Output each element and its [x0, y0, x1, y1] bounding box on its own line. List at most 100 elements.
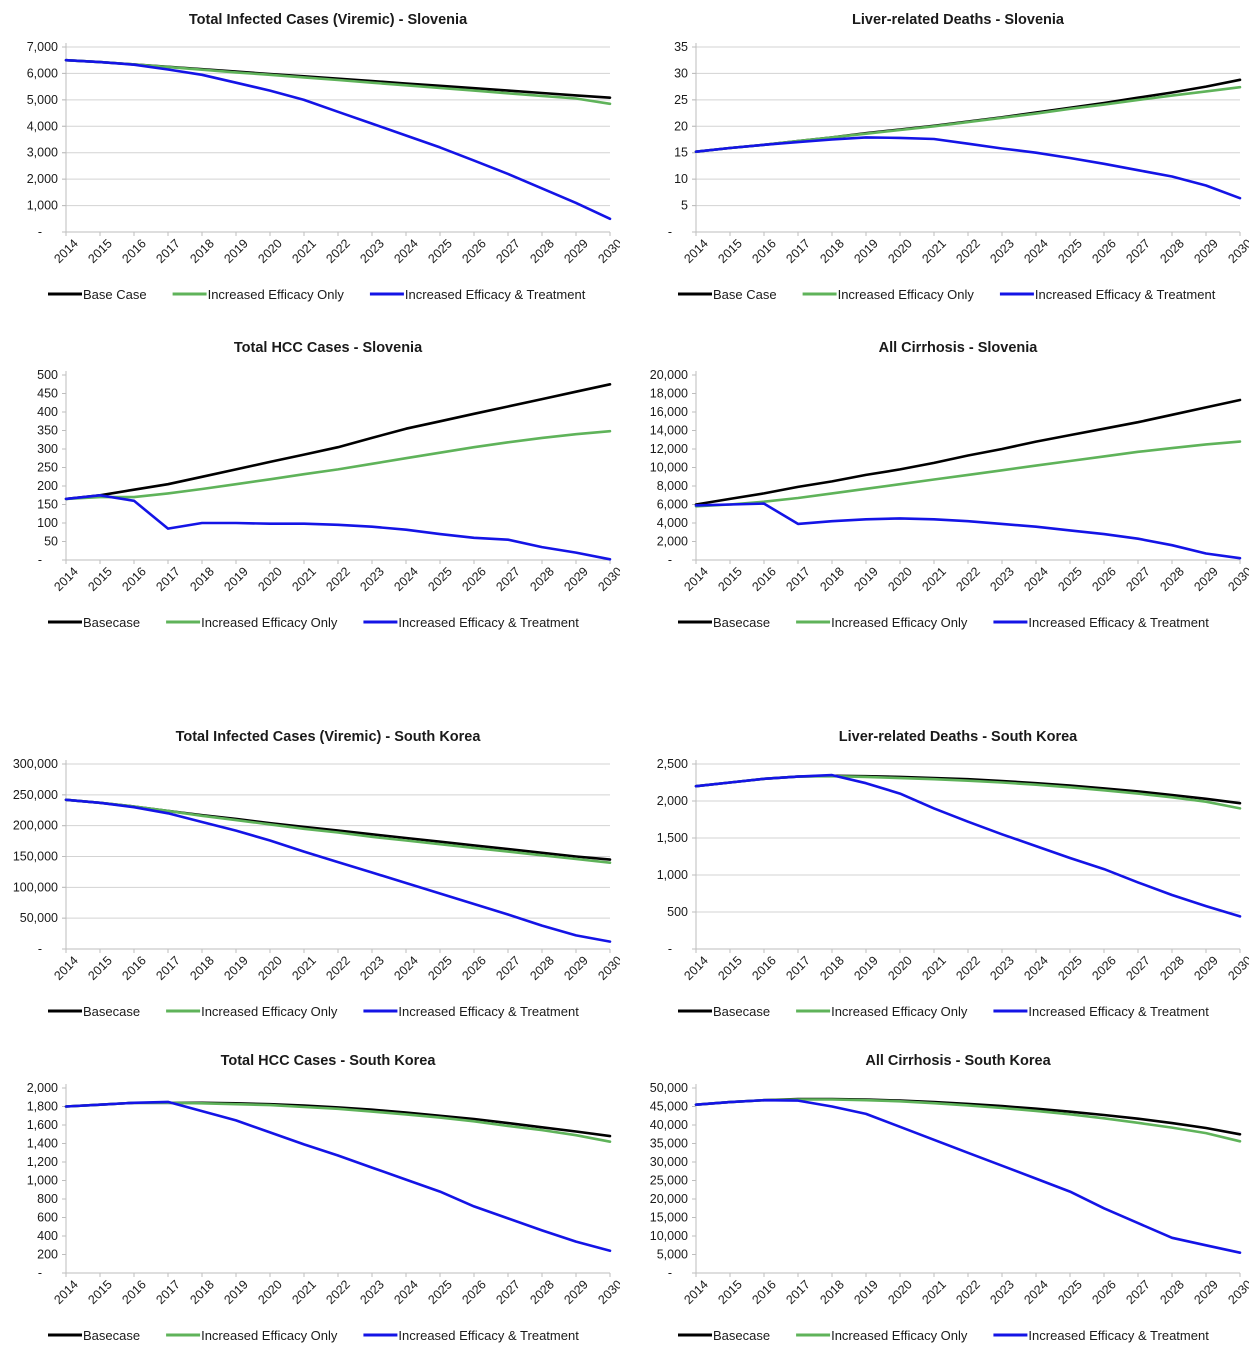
y-tick-label: 15	[674, 146, 688, 160]
x-tick-label: 2023	[357, 1277, 387, 1307]
x-tick-label: 2020	[885, 236, 915, 266]
y-tick-label: 20,000	[650, 368, 688, 382]
legend-label: Basecase	[713, 1004, 770, 1019]
y-tick-label: 1,000	[27, 199, 58, 213]
x-tick-label: 2029	[561, 236, 591, 266]
y-tick-label: 25,000	[650, 1174, 688, 1188]
x-tick-label: 2015	[85, 564, 115, 594]
chart-svg: All Cirrhosis - Slovenia - 2,000 4,000 6,000…	[650, 340, 1249, 630]
x-tick-label: 2018	[187, 953, 217, 983]
y-tick-label: 2,000	[657, 794, 688, 808]
x-tick-label: 2027	[493, 564, 523, 594]
x-tick-label: 2018	[817, 1277, 847, 1307]
series-line-increased-efficacy-and-treatment	[694, 136, 1242, 200]
x-tick-label: 2029	[1191, 1277, 1221, 1307]
x-tick-label: 2021	[289, 564, 319, 594]
legend-label: Increased Efficacy & Treatment	[405, 287, 586, 302]
x-tick-label: 2019	[851, 236, 881, 266]
y-tick-label: 500	[667, 905, 688, 919]
legend-label: Increased Efficacy Only	[831, 1004, 968, 1019]
x-tick-label: 2018	[187, 564, 217, 594]
x-tick-label: 2014	[51, 1277, 81, 1307]
x-tick-label: 2016	[749, 953, 779, 983]
y-tick-label: 5,000	[657, 1248, 688, 1262]
legend-label: Increased Efficacy Only	[208, 287, 345, 302]
y-tick-label: -	[668, 553, 672, 567]
legend-label: Increased Efficacy Only	[201, 1004, 338, 1019]
series-line-base-case	[694, 78, 1242, 153]
x-tick-label: 2030	[595, 564, 620, 594]
y-tick-label: 500	[37, 368, 58, 382]
x-tick-label: 2020	[885, 564, 915, 594]
y-tick-label: 25	[674, 93, 688, 107]
chart-infected-slovenia: Total Infected Cases (Viremic) - Sloveni…	[0, 5, 620, 325]
x-tick-label: 2018	[817, 953, 847, 983]
x-tick-label: 2020	[255, 564, 285, 594]
x-tick-label: 2026	[1089, 564, 1119, 594]
legend-label: Increased Efficacy Only	[831, 615, 968, 630]
y-tick-label: 600	[37, 1211, 58, 1225]
y-tick-label: 300	[37, 442, 58, 456]
x-tick-label: 2016	[749, 564, 779, 594]
x-tick-label: 2018	[817, 236, 847, 266]
chart-title: Liver-related Deaths - Slovenia	[852, 12, 1065, 28]
y-tick-label: 1,200	[27, 1155, 58, 1169]
series-line-increased-efficacy-and-treatment	[694, 1098, 1242, 1254]
legend-label: Increased Efficacy Only	[201, 1328, 338, 1343]
y-tick-label: -	[38, 942, 42, 956]
x-tick-label: 2026	[459, 1277, 489, 1307]
y-tick-label: 35,000	[650, 1137, 688, 1151]
x-tick-label: 2029	[561, 1277, 591, 1307]
y-tick-label: 350	[37, 424, 58, 438]
legend-label: Basecase	[83, 1004, 140, 1019]
chart-title: Total Infected Cases (Viremic) - Sloveni…	[189, 12, 468, 28]
y-tick-label: -	[38, 1266, 42, 1280]
series-line-increased-efficacy-and-treatment	[64, 494, 612, 561]
x-tick-label: 2029	[1191, 236, 1221, 266]
x-tick-label: 2016	[119, 236, 149, 266]
y-tick-label: -	[38, 225, 42, 239]
x-tick-label: 2024	[391, 1277, 421, 1307]
y-tick-label: 3,000	[27, 146, 58, 160]
chart-infected-south-korea: Total Infected Cases (Viremic) - South K…	[0, 722, 620, 1042]
x-tick-label: 2028	[527, 236, 557, 266]
y-tick-label: 450	[37, 387, 58, 401]
legend-label: Basecase	[83, 615, 140, 630]
x-tick-label: 2021	[289, 1277, 319, 1307]
x-tick-label: 2015	[715, 564, 745, 594]
y-tick-label: 1,600	[27, 1118, 58, 1132]
x-tick-label: 2028	[527, 953, 557, 983]
x-tick-label: 2025	[425, 953, 455, 983]
x-tick-label: 2026	[459, 953, 489, 983]
x-tick-label: 2017	[783, 236, 813, 266]
x-tick-label: 2022	[953, 236, 983, 266]
y-tick-label: 50,000	[20, 911, 58, 925]
legend-label: Increased Efficacy & Treatment	[1028, 1328, 1209, 1343]
x-tick-label: 2019	[851, 564, 881, 594]
y-tick-label: 20,000	[650, 1192, 688, 1206]
x-tick-label: 2021	[919, 1277, 949, 1307]
x-tick-label: 2019	[851, 1277, 881, 1307]
y-tick-label: 2,000	[27, 172, 58, 186]
series-line-increased-efficacy-only	[64, 798, 612, 864]
x-tick-label: 2017	[153, 236, 183, 266]
x-tick-label: 2027	[493, 236, 523, 266]
y-tick-label: 7,000	[27, 40, 58, 54]
x-tick-label: 2028	[1157, 236, 1187, 266]
y-tick-label: 10,000	[650, 461, 688, 475]
y-tick-label: 400	[37, 1229, 58, 1243]
x-tick-label: 2024	[1021, 1277, 1051, 1307]
chart-svg: Total Infected Cases (Viremic) - Sloveni…	[27, 12, 620, 302]
x-tick-label: 2024	[391, 564, 421, 594]
legend-label: Increased Efficacy & Treatment	[1028, 615, 1209, 630]
x-tick-label: 2016	[119, 1277, 149, 1307]
x-tick-label: 2014	[51, 236, 81, 266]
x-tick-label: 2028	[527, 564, 557, 594]
y-tick-label: 250	[37, 461, 58, 475]
y-tick-label: 35	[674, 40, 688, 54]
x-tick-label: 2019	[221, 953, 251, 983]
legend-label: Increased Efficacy Only	[831, 1328, 968, 1343]
legend-label: Increased Efficacy & Treatment	[1035, 287, 1216, 302]
x-tick-label: 2025	[1055, 953, 1085, 983]
y-tick-label: 50,000	[650, 1081, 688, 1095]
